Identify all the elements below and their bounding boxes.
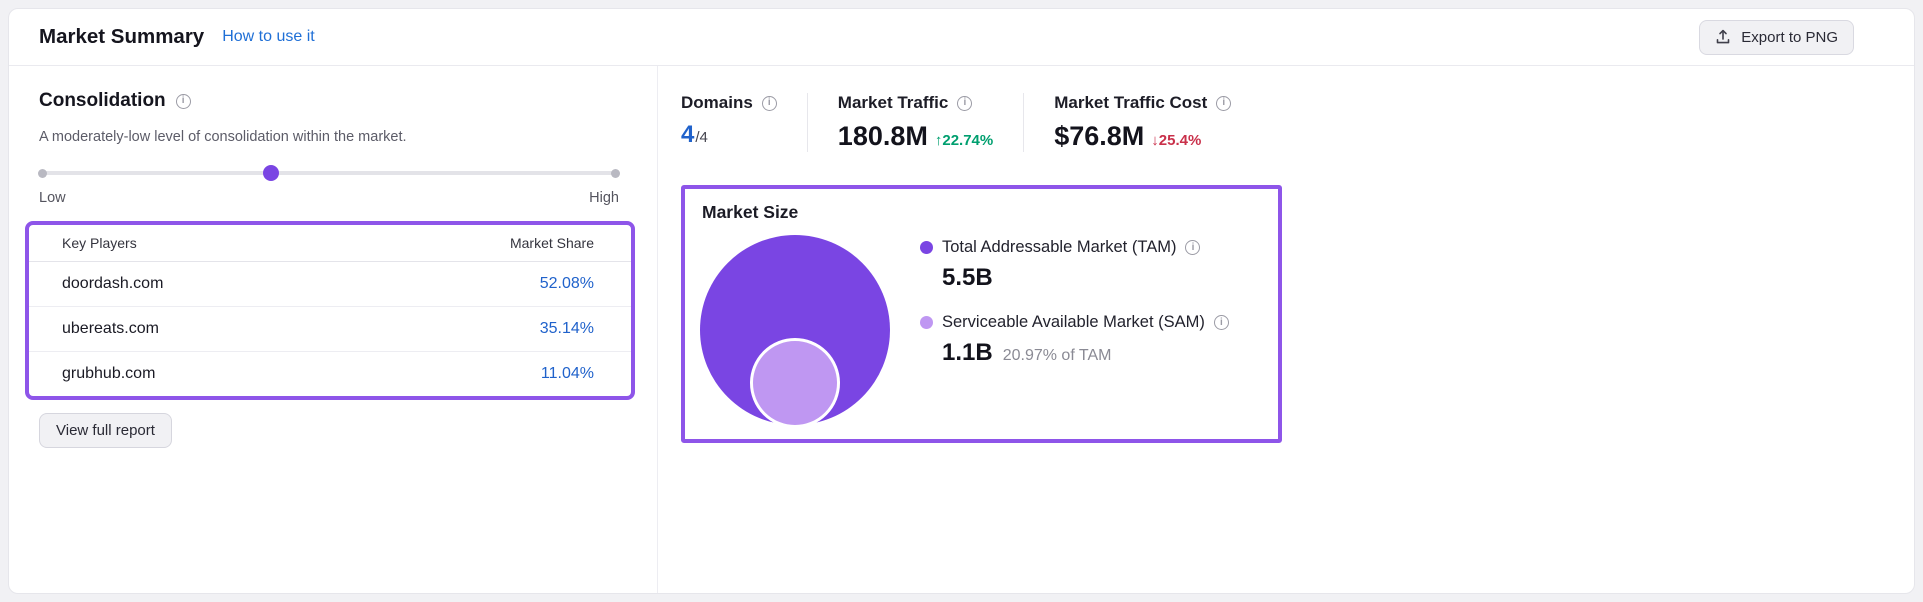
player-share-link[interactable]: 11.04% [540, 365, 594, 382]
stat-divider [1023, 93, 1025, 152]
market-size-content: Total Addressable Market (TAM) 5.5B Serv… [699, 233, 1260, 428]
tam-label: Total Addressable Market (TAM) [942, 238, 1177, 256]
gauge-labels: Low High [39, 190, 619, 206]
market-traffic-cost-change-value: 25.4% [1158, 132, 1202, 149]
domains-info-icon[interactable] [761, 95, 777, 111]
market-size-legend: Total Addressable Market (TAM) 5.5B Serv… [920, 233, 1229, 425]
trend-down-icon: ↓ [1151, 132, 1159, 149]
stat-market-traffic-cost-value-row: $76.8M ↓25.4% [1054, 121, 1231, 152]
slider-low-label: Low [39, 190, 66, 206]
sam-label: Serviceable Available Market (SAM) [942, 313, 1205, 331]
key-players-table: Key Players Market Share doordash.com 52… [25, 221, 635, 400]
stat-market-traffic-label-row: Market Traffic [838, 93, 993, 113]
consolidation-title-row: Consolidation [39, 90, 657, 112]
market-traffic-change: ↑22.74% [935, 132, 993, 149]
widget-body: Consolidation A moderately-low level of … [9, 66, 1914, 593]
market-size-title: Market Size [702, 202, 799, 222]
sam-info-icon[interactable] [1213, 315, 1229, 330]
table-row: grubhub.com 11.04% [29, 351, 631, 396]
sam-value-row: 1.1B 20.97% of TAM [942, 339, 1229, 367]
slider-high-label: High [589, 190, 619, 206]
col-key-players: Key Players [62, 235, 137, 251]
player-share-link[interactable]: 52.08% [539, 275, 594, 292]
export-icon [1715, 29, 1731, 45]
market-traffic-cost-change: ↓25.4% [1151, 132, 1201, 149]
consolidation-info-icon[interactable] [175, 93, 191, 109]
widget-title: Market Summary [39, 25, 205, 48]
gauge-track [39, 171, 619, 175]
market-size-bubble-chart [700, 233, 896, 428]
domains-value: 4 [681, 121, 695, 148]
consolidation-title: Consolidation [39, 90, 166, 111]
consolidation-description: A moderately-low level of consolidation … [39, 129, 407, 145]
player-domain: doordash.com [62, 275, 164, 292]
export-button-label: Export to PNG [1741, 28, 1838, 46]
stat-divider [806, 93, 808, 152]
tam-value-row: 5.5B [942, 264, 1229, 292]
stat-market-traffic-cost-label: Market Traffic Cost [1054, 93, 1208, 112]
how-to-use-link[interactable]: How to use it [222, 28, 315, 45]
col-market-share: Market Share [509, 235, 594, 251]
stat-domains-value-row: 4 /4 [681, 121, 777, 149]
stat-market-traffic-cost-label-row: Market Traffic Cost [1054, 93, 1232, 113]
sam-tam-ratio: 20.97% of TAM [1002, 347, 1112, 364]
stats-row: Domains 4 /4 Market Traffic 180 [681, 93, 1894, 152]
domains-total: /4 [695, 129, 708, 146]
key-players-header-row: Key Players Market Share [29, 225, 631, 262]
table-row: ubereats.com 35.14% [29, 306, 631, 351]
stat-domains-label: Domains [681, 93, 753, 112]
stat-market-traffic-cost: Market Traffic Cost $76.8M ↓25.4% [1054, 93, 1232, 152]
market-traffic-change-value: 22.74% [942, 132, 994, 149]
market-traffic-value: 180.8M [837, 121, 928, 151]
player-share-link[interactable]: 35.14% [539, 320, 594, 337]
consolidation-section: Consolidation A moderately-low level of … [9, 66, 658, 593]
sam-legend-dot [920, 316, 933, 329]
market-traffic-cost-value: $76.8M [1054, 121, 1145, 151]
widget-header: Market Summary How to use it Export to P… [9, 9, 1914, 66]
gauge-high-end-dot [611, 168, 620, 178]
tam-value: 5.5B [942, 264, 993, 291]
trend-up-icon: ↑ [934, 132, 943, 149]
view-full-report-button[interactable]: View full report [39, 413, 172, 448]
stat-market-traffic: Market Traffic 180.8M ↑22.74% [838, 93, 993, 152]
consolidation-gauge [38, 165, 620, 181]
sam-bubble [750, 338, 840, 428]
player-domain: ubereats.com [62, 320, 159, 337]
sam-value: 1.1B [942, 339, 993, 366]
slider-handle [263, 165, 279, 181]
gauge-low-end-dot [38, 168, 47, 178]
market-stats-section: Domains 4 /4 Market Traffic 180 [658, 66, 1914, 593]
sam-legend-item: Serviceable Available Market (SAM) [920, 313, 1229, 332]
tam-legend-dot [920, 241, 933, 254]
player-domain: grubhub.com [62, 365, 156, 382]
stat-domains: Domains 4 /4 [681, 93, 777, 152]
market-size-panel: Market Size Total Addressable Market (TA… [681, 185, 1282, 443]
market-summary-widget: Market Summary How to use it Export to P… [8, 8, 1915, 594]
export-png-button[interactable]: Export to PNG [1699, 19, 1854, 55]
stat-market-traffic-value-row: 180.8M ↑22.74% [838, 121, 993, 152]
stat-market-traffic-label: Market Traffic [837, 93, 949, 112]
table-row: doordash.com 52.08% [29, 262, 631, 306]
market-traffic-info-icon[interactable] [957, 95, 973, 111]
market-traffic-cost-info-icon[interactable] [1216, 95, 1232, 111]
tam-legend-item: Total Addressable Market (TAM) [920, 238, 1229, 257]
stat-domains-label-row: Domains [681, 93, 777, 113]
tam-info-icon[interactable] [1185, 240, 1201, 255]
